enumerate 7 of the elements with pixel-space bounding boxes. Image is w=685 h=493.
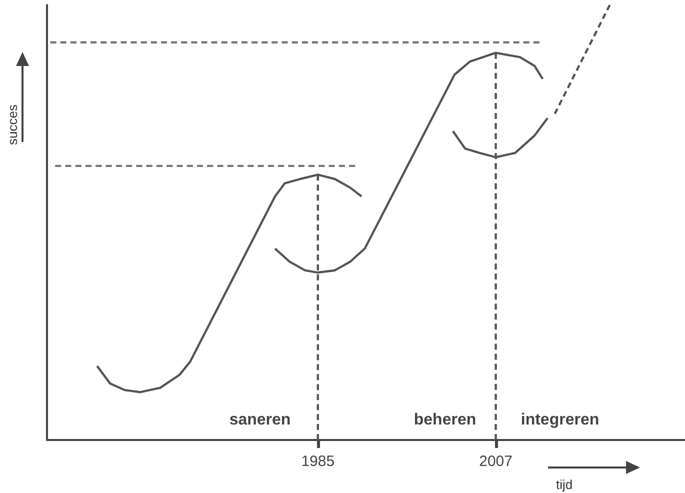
- annotation: saneren: [229, 412, 291, 428]
- x-tick-label: 1985: [301, 453, 335, 470]
- annotation: integreren: [520, 412, 600, 428]
- x-tick-label: 2007: [479, 453, 512, 470]
- x-axis-title: tijd: [556, 477, 573, 492]
- y-axis-title: succes: [5, 104, 20, 145]
- annotation: beheren: [414, 412, 476, 428]
